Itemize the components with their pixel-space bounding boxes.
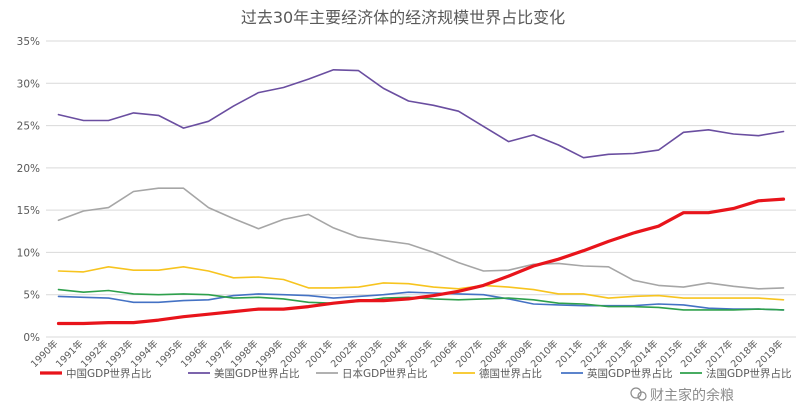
watermark: 财主家的余粮 bbox=[630, 387, 734, 404]
series-line bbox=[57, 187, 785, 290]
legend-label: 中国GDP世界占比 bbox=[66, 367, 152, 380]
y-tick-label: 20% bbox=[17, 163, 40, 175]
y-tick-label: 30% bbox=[17, 78, 40, 90]
legend-label: 美国GDP世界占比 bbox=[214, 367, 300, 380]
series-line bbox=[57, 291, 785, 311]
y-tick-label: 35% bbox=[17, 36, 40, 48]
legend-label: 日本GDP世界占比 bbox=[342, 367, 428, 380]
wechat-icon bbox=[630, 387, 647, 401]
y-tick-label: 10% bbox=[17, 247, 40, 259]
y-tick-label: 25% bbox=[17, 121, 40, 133]
watermark-text: 财主家的余粮 bbox=[650, 387, 734, 404]
series-line bbox=[57, 265, 785, 301]
chart-title: 过去30年主要经济体的经济规模世界占比变化 bbox=[241, 8, 565, 27]
x-axis-ticks: 1990年1991年1992年1993年1994年1995年1996年1997年… bbox=[28, 337, 786, 370]
legend-label: 英国GDP世界占比 bbox=[587, 367, 673, 380]
y-tick-label: 5% bbox=[23, 290, 40, 302]
legend: 中国GDP世界占比 美国GDP世界占比 日本GDP世界占比 德国世界占比 英国GDP世界… bbox=[40, 367, 792, 380]
x-tick-label: 2019年 bbox=[753, 337, 786, 370]
series-lines bbox=[56, 69, 786, 326]
series-line bbox=[57, 69, 785, 159]
y-tick-label: 0% bbox=[23, 332, 40, 344]
legend-label: 德国世界占比 bbox=[479, 367, 542, 380]
y-tick-label: 15% bbox=[17, 205, 40, 217]
legend-label: 法国GDP世界占比 bbox=[706, 367, 792, 380]
series-line bbox=[56, 197, 786, 326]
y-axis-ticks: 0% 5% 10% 15% 20% 25% 30% 35% bbox=[17, 36, 40, 344]
